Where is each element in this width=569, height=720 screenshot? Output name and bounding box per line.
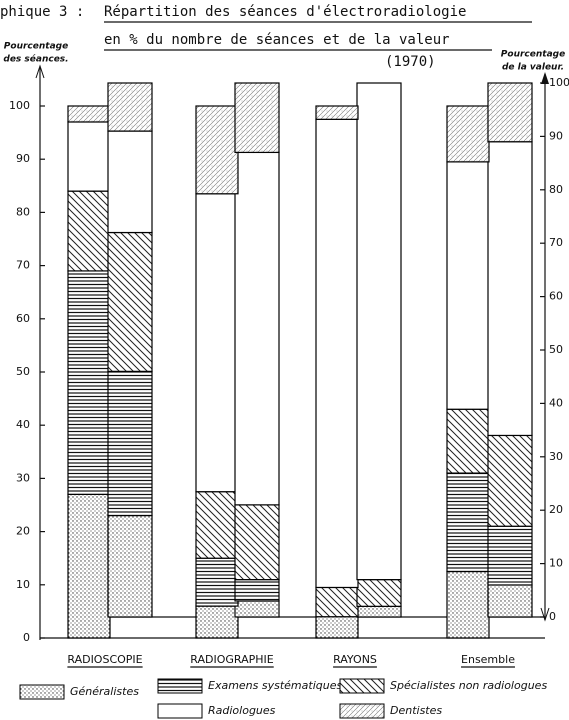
bar-segment bbox=[234, 504, 280, 581]
x-tick-label: Ensemble bbox=[461, 653, 515, 666]
bar-segment bbox=[487, 525, 533, 586]
y2-tick-label: 0 bbox=[549, 610, 556, 623]
legend-label: Généralistes bbox=[70, 685, 139, 698]
y2-tick-label: 80 bbox=[549, 183, 563, 196]
bar-segment bbox=[446, 105, 490, 163]
bar-segment bbox=[356, 82, 402, 581]
bar-segment bbox=[487, 82, 533, 143]
y2-tick-label: 70 bbox=[549, 236, 563, 249]
bar-segment bbox=[487, 584, 533, 618]
bar-segment bbox=[234, 151, 280, 506]
bar-segment bbox=[195, 193, 239, 493]
bar-segment bbox=[195, 605, 239, 639]
y-tick-label: 0 bbox=[23, 631, 30, 644]
bar-segment bbox=[67, 105, 111, 123]
bar-segment bbox=[67, 493, 111, 639]
chart-subtitle: en % du nombre de séances et de la valeu… bbox=[104, 32, 450, 48]
bar-segment bbox=[446, 408, 490, 474]
y-tick-label: 30 bbox=[16, 471, 30, 484]
legend-swatch bbox=[19, 684, 65, 700]
bar-segment bbox=[107, 82, 153, 132]
bar-segment bbox=[446, 472, 490, 573]
bar-segment bbox=[234, 600, 280, 618]
x-tick-label: RADIOSCOPIE bbox=[67, 653, 142, 666]
y-axis-title: des séances. bbox=[3, 54, 68, 65]
legend-swatch bbox=[339, 678, 385, 694]
legend-label: Dentistes bbox=[390, 704, 442, 717]
chart-title: Répartition des séances d'électroradiolo… bbox=[104, 4, 466, 20]
bar-segment bbox=[67, 270, 111, 495]
y2-tick-label: 50 bbox=[549, 343, 563, 356]
legend-label: Spécialistes non radiologues bbox=[390, 679, 547, 692]
bar-segment bbox=[487, 434, 533, 527]
bar-segment bbox=[107, 130, 153, 234]
y2-tick-label: 90 bbox=[549, 129, 563, 142]
y-axis-title: Pourcentage bbox=[4, 42, 68, 52]
legend-label: Examens systématiques bbox=[208, 679, 342, 692]
y-tick-label: 70 bbox=[16, 259, 30, 272]
y2-tick-label: 60 bbox=[549, 290, 563, 303]
y2-tick-label: 10 bbox=[549, 557, 563, 570]
y-tick-label: 100 bbox=[9, 99, 30, 112]
y2-axis-arrow bbox=[540, 607, 550, 622]
y-tick-label: 20 bbox=[16, 525, 30, 538]
bar-segment bbox=[67, 190, 111, 272]
chart-year: (1970) bbox=[385, 54, 436, 70]
chart-label: phique 3 : bbox=[0, 4, 84, 20]
bar-segment bbox=[195, 491, 239, 559]
y2-tick-label: 30 bbox=[549, 450, 563, 463]
bar-segment bbox=[107, 370, 153, 517]
y-axis-arrow bbox=[35, 64, 45, 79]
y-tick-label: 50 bbox=[16, 365, 30, 378]
bar-segment bbox=[195, 557, 239, 607]
y-tick-label: 80 bbox=[16, 205, 30, 218]
bar-segment bbox=[315, 586, 359, 618]
bar-segment bbox=[107, 231, 153, 372]
y2-axis-title: Pourcentage bbox=[501, 50, 565, 60]
bar-segment bbox=[315, 105, 359, 120]
bar-segment bbox=[234, 579, 280, 602]
y2-tick-label: 100 bbox=[549, 76, 569, 89]
bar-segment bbox=[107, 514, 153, 618]
bar-segment bbox=[67, 121, 111, 192]
bar-segment bbox=[315, 616, 359, 639]
y2-axis-arrow bbox=[541, 72, 549, 84]
bar-segment bbox=[487, 141, 533, 437]
x-tick-label: RAYONS bbox=[333, 653, 377, 666]
bar-segment bbox=[195, 105, 239, 195]
bar-segment bbox=[446, 570, 490, 639]
legend-swatch bbox=[339, 703, 385, 719]
bar-segment bbox=[315, 118, 359, 589]
bar-segment bbox=[234, 82, 280, 154]
bar-segment bbox=[356, 579, 402, 607]
y-tick-label: 90 bbox=[16, 152, 30, 165]
y-tick-label: 10 bbox=[16, 578, 30, 591]
legend-swatch bbox=[157, 703, 203, 719]
legend-label: Radiologues bbox=[208, 704, 276, 717]
bar-segment bbox=[446, 161, 490, 410]
legend-swatch bbox=[157, 678, 203, 694]
y-tick-label: 40 bbox=[16, 418, 30, 431]
bar-segment bbox=[356, 605, 402, 618]
y2-tick-label: 40 bbox=[549, 396, 563, 409]
x-tick-label: RADIOGRAPHIE bbox=[190, 653, 273, 666]
y-tick-label: 60 bbox=[16, 312, 30, 325]
y2-axis-title: de la valeur. bbox=[502, 63, 564, 73]
y2-tick-label: 20 bbox=[549, 503, 563, 516]
